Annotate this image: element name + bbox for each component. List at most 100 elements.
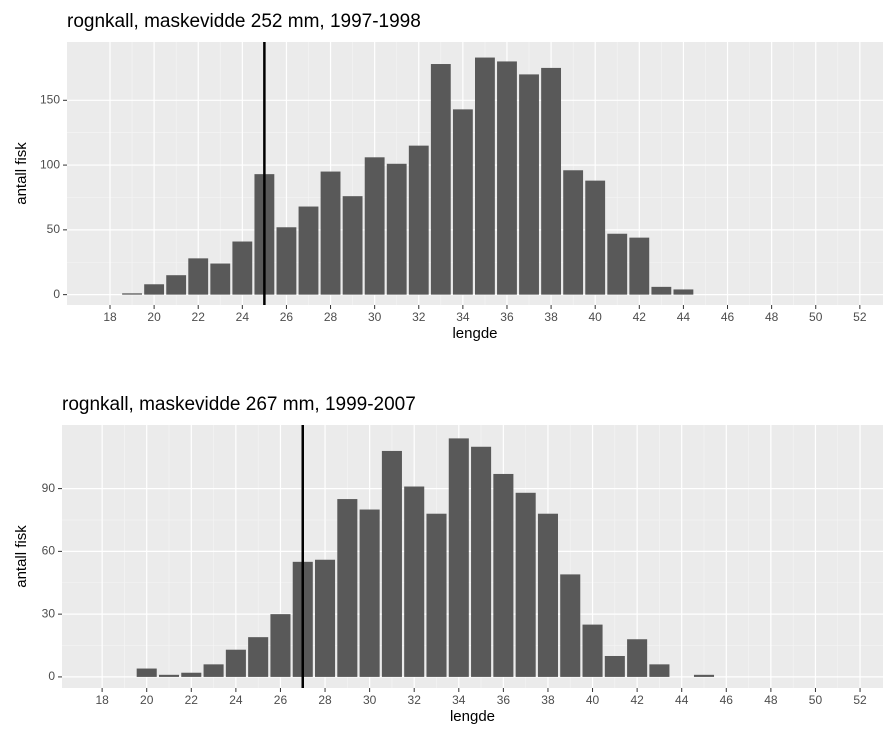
x-tick-label: 20 — [147, 310, 161, 324]
x-tick-label: 30 — [363, 693, 377, 707]
x-axis-label: lengde — [452, 325, 497, 342]
x-tick-label: 30 — [368, 310, 382, 324]
x-tick-label: 44 — [675, 693, 689, 707]
chart-title: rognkall, maskevidde 267 mm, 1999-2007 — [62, 394, 416, 415]
x-tick-label: 32 — [408, 693, 422, 707]
bar — [337, 499, 358, 677]
bar — [364, 157, 385, 295]
y-tick-label: 60 — [42, 544, 56, 558]
y-tick-label: 150 — [40, 92, 60, 106]
bar — [225, 649, 246, 677]
x-tick-label: 28 — [324, 310, 338, 324]
bar — [519, 74, 539, 295]
bar — [582, 624, 603, 677]
bar — [673, 289, 694, 295]
bar — [537, 513, 558, 677]
bar — [144, 284, 165, 295]
x-tick-label: 44 — [677, 310, 691, 324]
bar — [232, 241, 253, 295]
y-tick-label: 100 — [40, 157, 60, 171]
bar — [359, 509, 380, 677]
bar — [651, 286, 672, 295]
x-tick-label: 50 — [809, 693, 823, 707]
y-axis-label: antall fisk — [13, 142, 30, 205]
x-tick-label: 28 — [318, 693, 332, 707]
bar — [563, 170, 584, 295]
x-tick-label: 26 — [274, 693, 288, 707]
bar — [404, 486, 425, 677]
x-tick-label: 34 — [456, 310, 470, 324]
bar — [122, 293, 142, 295]
bar — [493, 473, 514, 677]
y-tick-label: 30 — [42, 606, 56, 620]
bar — [430, 64, 451, 295]
x-tick-label: 38 — [544, 310, 558, 324]
bar — [342, 196, 363, 295]
bar — [585, 180, 606, 295]
bar — [188, 258, 209, 295]
x-tick-label: 32 — [412, 310, 426, 324]
x-tick-label: 18 — [95, 693, 109, 707]
x-tick-label: 52 — [853, 693, 867, 707]
x-axis-label: lengde — [450, 708, 495, 725]
bar — [158, 674, 180, 677]
bar — [452, 109, 473, 295]
bar — [386, 163, 407, 295]
bar — [166, 275, 187, 295]
x-tick-label: 22 — [192, 310, 206, 324]
x-tick-label: 40 — [586, 693, 600, 707]
x-tick-label: 42 — [633, 310, 647, 324]
bar — [471, 446, 492, 677]
x-tick-label: 26 — [280, 310, 294, 324]
y-tick-label: 0 — [53, 287, 60, 301]
x-tick-label: 50 — [809, 310, 823, 324]
bar — [560, 574, 581, 677]
x-tick-label: 36 — [500, 310, 514, 324]
bar — [475, 57, 495, 295]
x-tick-label: 48 — [764, 693, 778, 707]
bar — [497, 61, 517, 295]
bar — [541, 67, 562, 295]
x-tick-label: 24 — [236, 310, 250, 324]
bar — [270, 614, 291, 677]
bar — [248, 637, 269, 677]
x-tick-label: 38 — [541, 693, 555, 707]
y-tick-label: 50 — [47, 222, 61, 236]
bar — [604, 655, 625, 677]
bar — [693, 674, 715, 677]
x-tick-label: 18 — [103, 310, 117, 324]
y-tick-label: 90 — [42, 481, 56, 495]
bar — [181, 672, 202, 677]
bar — [426, 513, 447, 677]
bar — [408, 145, 429, 295]
bar — [210, 263, 231, 295]
x-tick-label: 42 — [630, 693, 644, 707]
x-tick-label: 34 — [452, 693, 466, 707]
x-tick-label: 36 — [497, 693, 511, 707]
bar — [515, 492, 536, 677]
chart-title: rognkall, maskevidde 252 mm, 1997-1998 — [67, 11, 421, 32]
x-tick-label: 52 — [853, 310, 867, 324]
x-tick-label: 48 — [765, 310, 779, 324]
y-axis-label: antall fisk — [13, 525, 30, 588]
x-tick-label: 46 — [721, 310, 735, 324]
x-tick-label: 22 — [185, 693, 199, 707]
x-tick-label: 24 — [229, 693, 243, 707]
bar — [136, 668, 157, 677]
bar — [649, 664, 670, 677]
bar — [627, 639, 648, 677]
x-tick-label: 20 — [140, 693, 154, 707]
bar — [607, 233, 628, 295]
bar — [381, 450, 402, 677]
y-tick-label: 0 — [48, 669, 55, 683]
bar — [276, 227, 297, 295]
x-tick-label: 40 — [589, 310, 603, 324]
bar — [320, 171, 341, 295]
bar — [203, 664, 224, 677]
x-tick-label: 46 — [720, 693, 734, 707]
bar — [315, 559, 336, 677]
bar — [629, 237, 650, 295]
bar — [298, 206, 319, 295]
bar — [448, 438, 469, 677]
